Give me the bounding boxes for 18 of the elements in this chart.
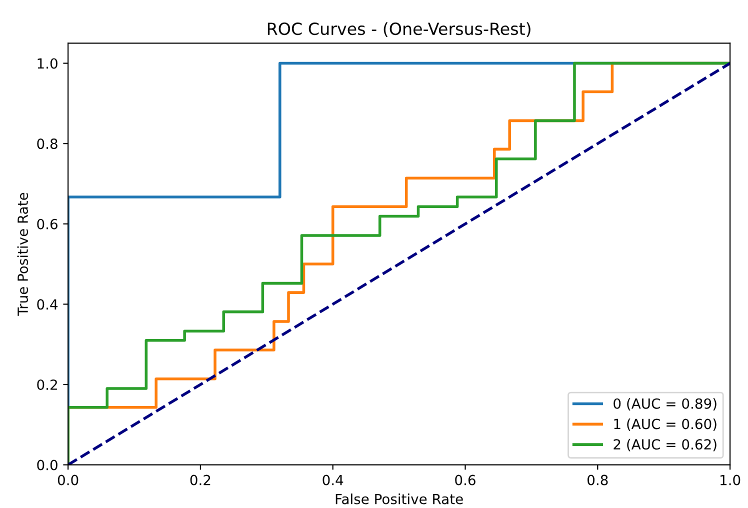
- chart-title: ROC Curves - (One-Versus-Rest): [268, 22, 530, 38]
- legend-label: 0 (AUC = 0.89): [614, 398, 716, 410]
- y-tick-label: 1.0: [38, 58, 58, 69]
- x-tick-label: 1.0: [720, 474, 740, 486]
- legend-label: 1 (AUC = 0.60): [614, 418, 716, 431]
- x-tick-label: 0.4: [322, 474, 344, 486]
- y-tick-label: 0.6: [37, 218, 58, 230]
- legend-label: 2 (AUC = 0.62): [614, 438, 716, 452]
- y-tick-label: 0.4: [37, 299, 58, 310]
- y-tick-label: 0.2: [37, 379, 57, 390]
- y-axis-title: True Positive Rate: [17, 192, 28, 316]
- x-tick-label: 0.0: [58, 474, 78, 486]
- y-tick-label: 0.0: [37, 460, 58, 470]
- y-tick-label: 0.8: [37, 138, 58, 150]
- x-tick-label: 0.6: [455, 474, 476, 486]
- x-tick-label: 0.8: [588, 474, 608, 486]
- x-axis-title: False Positive Rate: [336, 494, 463, 504]
- x-tick-label: 0.2: [190, 474, 210, 486]
